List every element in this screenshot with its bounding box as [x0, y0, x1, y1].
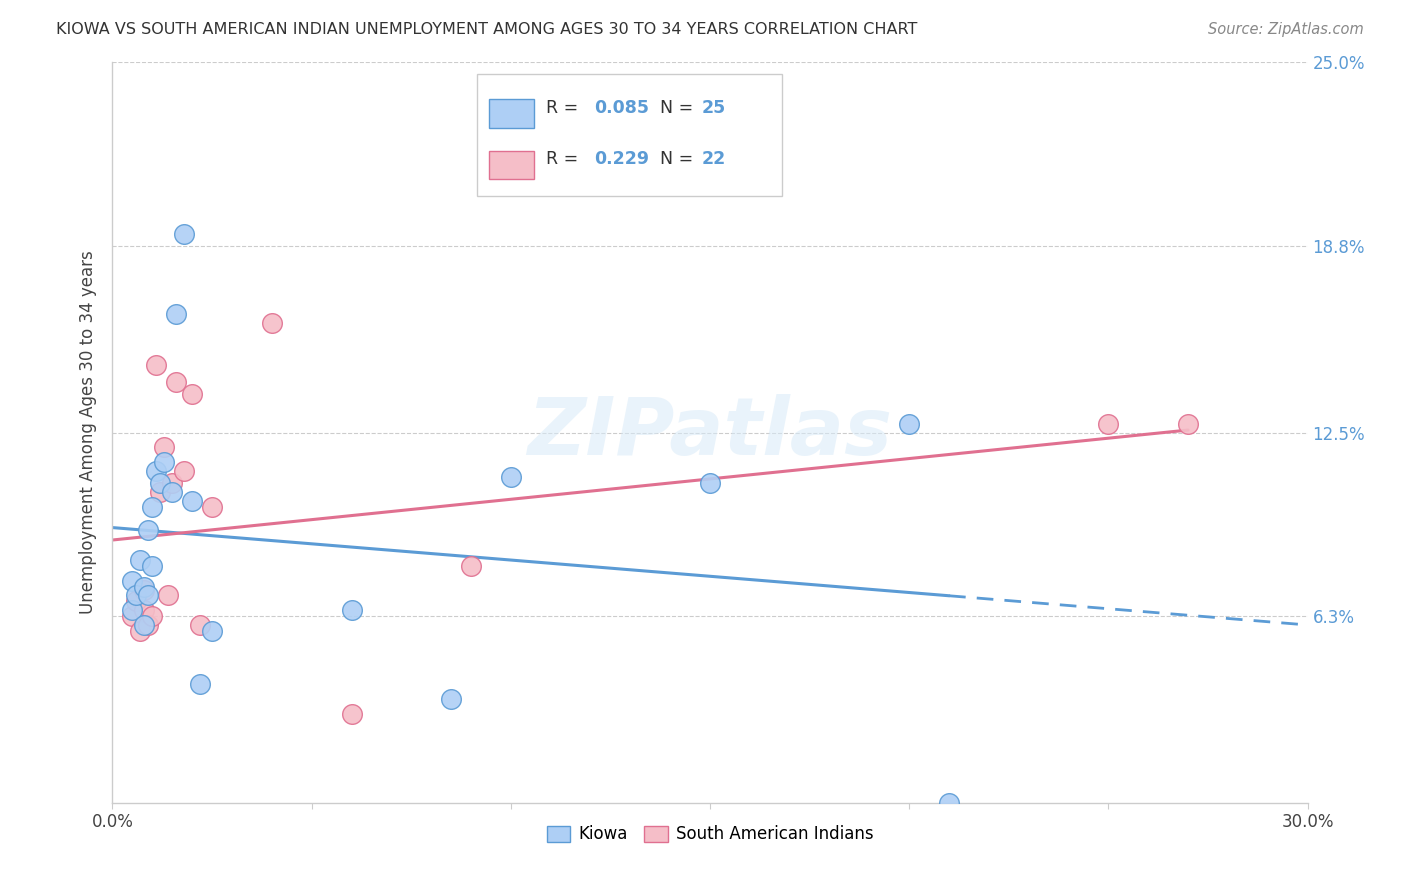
- Point: [499, 470, 522, 484]
- Point: [201, 500, 224, 514]
- Point: [153, 441, 176, 455]
- Text: Source: ZipAtlas.com: Source: ZipAtlas.com: [1208, 22, 1364, 37]
- Point: [165, 376, 187, 390]
- Point: [1097, 417, 1119, 431]
- Text: R =: R =: [547, 151, 583, 169]
- Point: [1177, 417, 1199, 431]
- Legend: Kiowa, South American Indians: Kiowa, South American Indians: [540, 819, 880, 850]
- Point: [188, 677, 211, 691]
- Point: [938, 796, 960, 810]
- Point: [898, 417, 921, 431]
- Point: [134, 603, 156, 617]
- Point: [162, 475, 183, 490]
- Point: [138, 524, 160, 538]
- Text: ZIPatlas: ZIPatlas: [527, 393, 893, 472]
- Point: [149, 475, 172, 490]
- Point: [134, 618, 156, 632]
- Point: [340, 706, 363, 721]
- Point: [162, 484, 183, 499]
- Point: [125, 589, 148, 603]
- Point: [181, 493, 204, 508]
- Point: [138, 589, 160, 603]
- Point: [440, 692, 463, 706]
- Point: [141, 500, 163, 514]
- Point: [121, 574, 143, 588]
- Text: N =: N =: [659, 99, 699, 117]
- Point: [188, 618, 211, 632]
- Point: [145, 464, 167, 478]
- Point: [129, 553, 152, 567]
- Point: [145, 358, 167, 372]
- Point: [181, 387, 204, 401]
- Y-axis label: Unemployment Among Ages 30 to 34 years: Unemployment Among Ages 30 to 34 years: [79, 251, 97, 615]
- Point: [141, 558, 163, 573]
- Point: [134, 580, 156, 594]
- Point: [260, 316, 283, 330]
- Point: [165, 307, 187, 321]
- Point: [153, 455, 176, 469]
- FancyBboxPatch shape: [489, 152, 534, 179]
- Point: [173, 464, 195, 478]
- Point: [121, 609, 143, 624]
- Text: 22: 22: [702, 151, 725, 169]
- Point: [138, 618, 160, 632]
- Text: 0.229: 0.229: [595, 151, 650, 169]
- Text: 0.085: 0.085: [595, 99, 650, 117]
- Point: [125, 594, 148, 608]
- Point: [141, 609, 163, 624]
- FancyBboxPatch shape: [489, 99, 534, 128]
- Point: [173, 227, 195, 242]
- Point: [121, 603, 143, 617]
- FancyBboxPatch shape: [477, 73, 782, 195]
- Point: [157, 589, 180, 603]
- Point: [460, 558, 482, 573]
- Text: 25: 25: [702, 99, 725, 117]
- Text: KIOWA VS SOUTH AMERICAN INDIAN UNEMPLOYMENT AMONG AGES 30 TO 34 YEARS CORRELATIO: KIOWA VS SOUTH AMERICAN INDIAN UNEMPLOYM…: [56, 22, 918, 37]
- Point: [201, 624, 224, 638]
- Text: N =: N =: [659, 151, 699, 169]
- Point: [134, 582, 156, 597]
- Point: [699, 475, 721, 490]
- Point: [129, 624, 152, 638]
- Point: [340, 603, 363, 617]
- Text: R =: R =: [547, 99, 583, 117]
- Point: [149, 484, 172, 499]
